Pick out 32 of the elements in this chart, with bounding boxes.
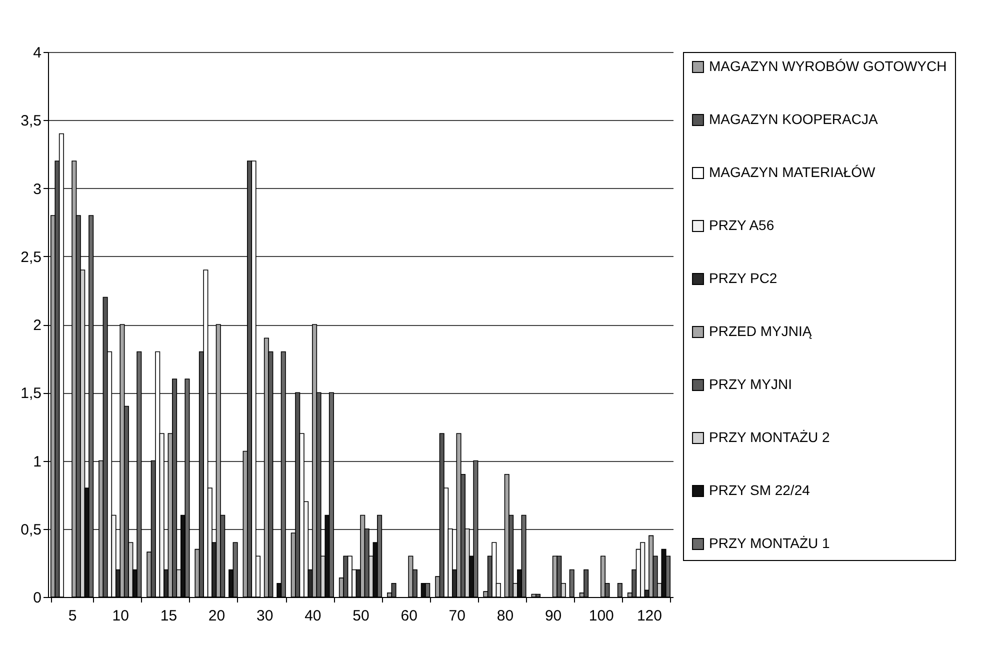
y-tick-label: 1,5 bbox=[20, 385, 42, 402]
y-tick-label: 1 bbox=[33, 453, 42, 470]
legend-label: MAGAZYN WYROBÓW GOTOWYCH bbox=[709, 58, 947, 74]
legend-label: PRZY SM 22/24 bbox=[709, 482, 810, 498]
x-tick-label: 20 bbox=[208, 608, 226, 624]
x-tick-label: 100 bbox=[588, 608, 614, 624]
y-tick-label: 0 bbox=[33, 590, 42, 606]
x-tick-label: 80 bbox=[496, 608, 514, 624]
x-tick-label: 10 bbox=[112, 608, 129, 624]
x-tick-label: 15 bbox=[160, 608, 178, 624]
y-tick-label: 3,5 bbox=[20, 112, 42, 130]
y-tick-label: 2,5 bbox=[20, 248, 42, 266]
legend-label: PRZED MYJNIĄ bbox=[709, 323, 812, 339]
x-tick-label: 120 bbox=[636, 608, 662, 624]
legend-label: PRZY PC2 bbox=[709, 270, 778, 286]
legend-label: PRZY A56 bbox=[709, 217, 774, 233]
legend-label: MAGAZYN KOOPERACJA bbox=[709, 111, 878, 127]
y-tick-label: 4 bbox=[33, 44, 42, 62]
x-tick-label: 5 bbox=[68, 608, 77, 624]
legend-label: PRZY MYJNI bbox=[709, 376, 792, 392]
y-tick-label: 0,5 bbox=[20, 521, 42, 538]
x-tick-label: 50 bbox=[352, 608, 370, 624]
y-tick-label: 3 bbox=[33, 180, 42, 198]
x-tick-label: 30 bbox=[256, 608, 274, 624]
x-tick-label: 40 bbox=[304, 608, 322, 624]
x-tick-label: 90 bbox=[544, 608, 562, 624]
y-tick-label: 2 bbox=[33, 317, 42, 334]
legend-label: MAGAZYN MATERIAŁÓW bbox=[709, 164, 876, 180]
x-tick-label: 70 bbox=[448, 608, 466, 624]
legend-label: PRZY MONTAŻU 2 bbox=[709, 429, 830, 445]
legend-label: PRZY MONTAŻU 1 bbox=[709, 535, 830, 551]
x-tick-label: 60 bbox=[400, 608, 418, 624]
